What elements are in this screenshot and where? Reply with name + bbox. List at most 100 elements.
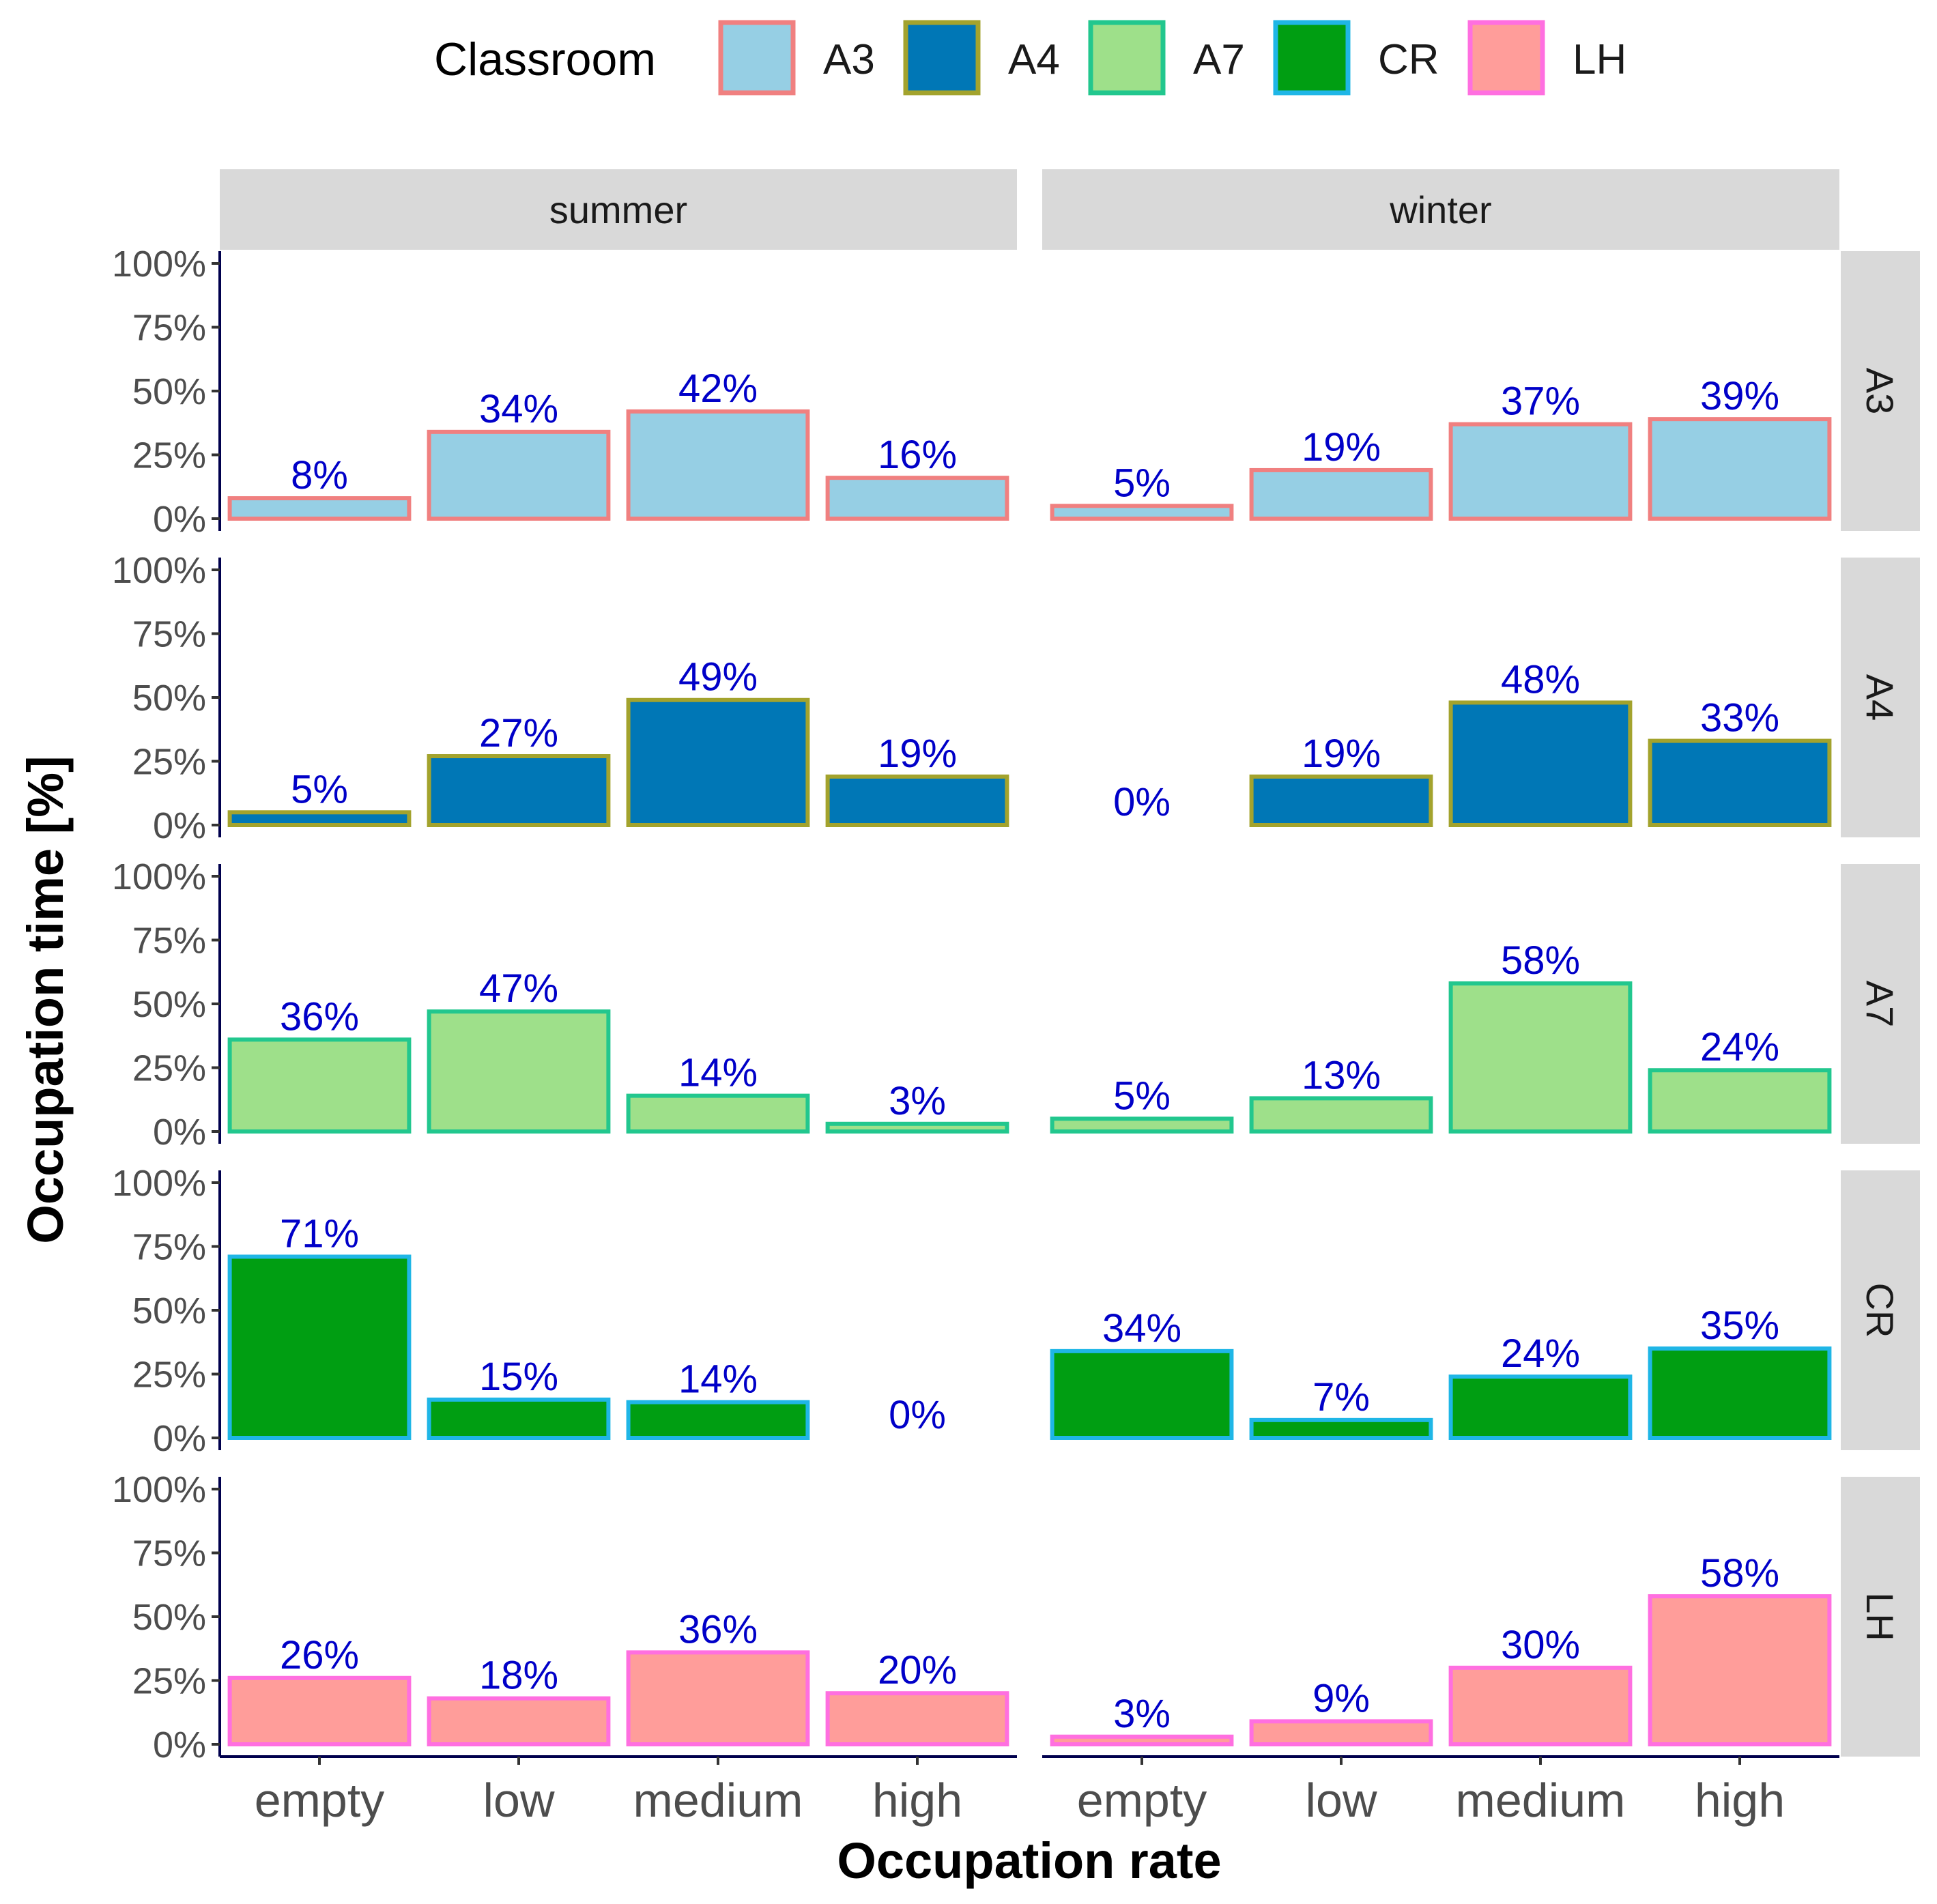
bar-lh-winter-low [1249,1719,1433,1747]
x-tick-label-low: low [1305,1774,1377,1827]
x-tick-label-medium: medium [633,1774,803,1827]
panel-a7-winter: 5% 13% 58% 24% [1050,938,1832,1134]
legend-key-cr [1273,20,1351,96]
y-axes: 0% 25% 50% 75% 100% 0% 25% 50% 75% 100% 0% 25% 50% 75… [112,244,221,1765]
bar-label-a7-winter-empty: 5% [1113,1073,1171,1118]
x-axis-summer: empty low medium high [220,1755,1017,1827]
bar-lh-summer-empty [227,1675,412,1747]
bar-a4-summer-empty [227,810,412,828]
bar-label-cr-summer-medium: 14% [678,1357,758,1402]
bar-label-lh-winter-medium: 30% [1501,1623,1580,1667]
y-tick-label: 75% [132,1227,206,1268]
bar-label-lh-summer-high: 20% [878,1648,957,1692]
bar-cr-winter-medium [1448,1374,1633,1440]
strip-label-a7: A7 [1859,981,1902,1028]
bar-label-a7-winter-low: 13% [1302,1053,1381,1097]
bar-lh-winter-high [1648,1594,1832,1747]
bar-cr-winter-high [1648,1346,1832,1440]
panel-lh-winter: 3% 9% 30% 58% [1050,1551,1832,1747]
bar-label-a4-winter-low: 19% [1302,732,1381,776]
bar-a4-winter-medium [1448,700,1633,827]
bar-label-a3-summer-medium: 42% [678,366,758,411]
strip-label-a4: A4 [1859,674,1902,721]
bar-label-a7-winter-medium: 58% [1501,938,1580,983]
strip-bg-lh [1841,1477,1920,1757]
strip-bg-a7 [1841,864,1920,1144]
legend-label-a3: A3 [823,36,875,83]
y-tick-label: 50% [132,678,206,719]
bar-cr-summer-low [427,1397,611,1440]
y-tick-label: 50% [132,371,206,412]
strip-bg-summer [220,169,1017,250]
strip-label-cr: CR [1859,1283,1902,1338]
legend-title: Classroom [434,33,656,85]
y-tick-label: 50% [132,1290,206,1331]
strip-label-winter: winter [1389,188,1491,231]
bar-a7-winter-low [1249,1096,1433,1134]
x-tick-label-empty: empty [255,1774,385,1827]
strip-a3: A3 [1841,251,1920,531]
bar-label-a3-summer-high: 16% [878,433,957,477]
y-tick-label: 50% [132,1597,206,1638]
y-tick-label: 25% [132,435,206,476]
y-tick-label: 25% [132,1661,206,1702]
bar-a7-winter-empty [1050,1116,1234,1134]
bar-a3-winter-high [1648,417,1832,521]
bar-label-a3-winter-low: 19% [1302,425,1381,470]
strip-a4: A4 [1841,558,1920,837]
bar-cr-winter-empty [1050,1348,1234,1440]
facet-panels: 8% 34% 42% 16% 5% 19% 37% 39% 5% 27% 49% 19% 0% 19% 48… [227,366,1832,1747]
strip-label-lh: LH [1859,1592,1902,1641]
bar-label-cr-winter-empty: 34% [1102,1306,1181,1351]
bar-a4-summer-low [427,754,611,828]
bar-label-a7-winter-high: 24% [1700,1025,1779,1069]
panel-a3-winter: 5% 19% 37% 39% [1050,374,1832,521]
panel-lh-summer: 26% 18% 36% 20% [227,1607,1009,1747]
y-tick-label: 100% [112,856,206,897]
y-axis-a3: 0% 25% 50% 75% 100% [112,244,221,540]
bar-lh-summer-high [825,1691,1009,1746]
y-tick-label: 50% [132,984,206,1025]
bar-label-a7-summer-low: 47% [479,966,558,1011]
legend-item-a7: A7 [1088,20,1245,96]
panel-cr-summer: 71% 15% 14% 0% [227,1211,946,1440]
legend-item-cr: CR [1273,20,1439,96]
bar-a7-winter-medium [1448,981,1633,1134]
bar-label-a3-winter-empty: 5% [1113,461,1171,505]
bar-label-cr-summer-high: 0% [889,1393,946,1437]
panel-a4-winter: 0% 19% 48% 33% [1113,657,1832,827]
panel-a3-summer: 8% 34% 42% 16% [227,366,1009,521]
y-tick-label: 25% [132,1048,206,1089]
bar-a3-summer-high [825,476,1009,521]
legend-key-lh [1467,20,1545,96]
bar-a4-winter-low [1249,774,1433,827]
bar-label-a3-winter-high: 39% [1700,374,1779,418]
bar-label-a4-winter-empty: 0% [1113,780,1171,824]
strip-label-a3: A3 [1859,368,1902,415]
x-tick-label-high: high [1695,1774,1785,1827]
bar-cr-summer-empty [227,1254,412,1440]
bar-a7-summer-low [427,1009,611,1134]
panel-a4-summer: 5% 27% 49% 19% [227,655,1009,828]
legend-label-a7: A7 [1193,36,1245,83]
y-tick-label: 100% [112,1163,206,1204]
y-tick-label: 0% [153,1418,206,1459]
y-tick-label: 0% [153,1112,206,1153]
bar-label-a3-winter-medium: 37% [1501,379,1580,424]
bar-label-a7-summer-empty: 36% [280,994,359,1039]
panel-a7-summer: 36% 47% 14% 3% [227,966,1009,1134]
bar-label-cr-winter-high: 35% [1700,1303,1779,1348]
bar-label-a7-summer-medium: 14% [678,1051,758,1095]
strip-a7: A7 [1841,864,1920,1144]
legend-key-a4 [903,20,981,96]
bar-label-cr-summer-low: 15% [479,1355,558,1399]
bar-label-a4-winter-high: 33% [1700,696,1779,740]
bar-a3-summer-empty [227,496,412,521]
bar-a7-summer-medium [626,1093,810,1134]
bar-label-lh-winter-high: 58% [1700,1551,1779,1596]
strip-cr: CR [1841,1170,1920,1450]
y-tick-label: 25% [132,1355,206,1396]
strip-bg-a4 [1841,558,1920,837]
